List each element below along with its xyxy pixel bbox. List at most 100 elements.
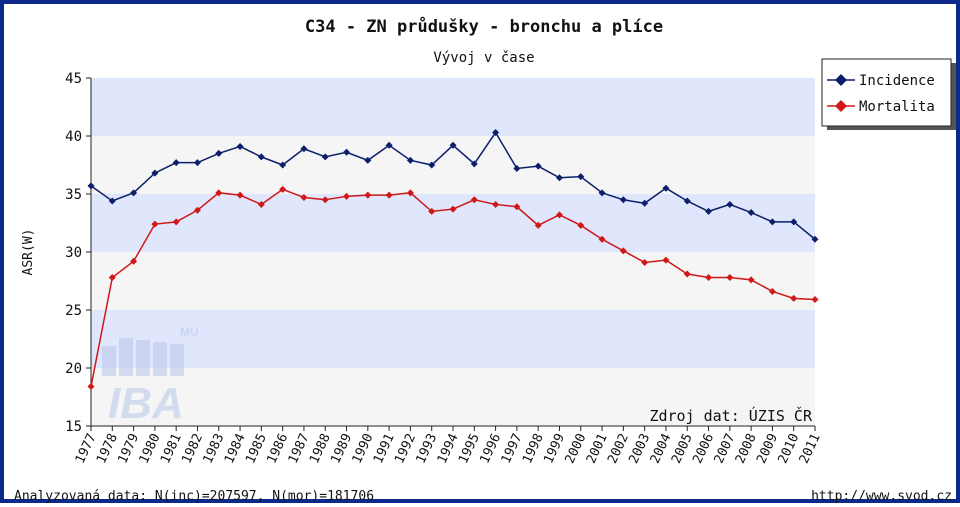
data-point-incidence (662, 184, 670, 192)
plot-background-bands (91, 78, 815, 426)
data-point-incidence (108, 197, 116, 205)
data-point-mortalita (683, 270, 691, 278)
data-point-mortalita (172, 218, 180, 226)
legend-mortalita-marker (835, 100, 847, 112)
legend-incidence-label: Incidence (859, 73, 935, 89)
chart-title: C34 - ZN průdušky - bronchu a plíce (305, 15, 663, 37)
data-point-incidence (236, 142, 244, 150)
data-point-incidence (534, 162, 542, 170)
series-layer (87, 129, 819, 391)
source-note: Zdroj dat: ÚZIS ČR (649, 406, 813, 425)
legend-box (821, 58, 952, 127)
data-point-incidence (172, 159, 180, 167)
data-point-incidence (790, 218, 798, 226)
data-point-mortalita (87, 383, 95, 391)
data-point-incidence (449, 141, 457, 149)
data-point-mortalita (385, 191, 393, 199)
data-point-incidence (726, 200, 734, 208)
data-point-mortalita (279, 185, 287, 193)
data-point-mortalita (726, 274, 734, 282)
data-point-mortalita (300, 193, 308, 201)
chart-canvas: IBA MU 152025303540451977197819791980198… (14, 15, 956, 504)
data-point-mortalita (257, 200, 265, 208)
data-point-incidence (641, 199, 649, 207)
plot-band (91, 78, 815, 136)
data-point-mortalita (364, 191, 372, 199)
data-point-mortalita (641, 258, 649, 266)
data-point-mortalita (492, 200, 500, 208)
data-point-incidence (598, 189, 606, 197)
data-point-incidence (193, 159, 201, 167)
data-point-incidence (130, 189, 138, 197)
data-point-incidence (343, 148, 351, 156)
data-point-incidence (747, 209, 755, 217)
y-tick-label: 25 (65, 303, 82, 319)
x-tick-label: 2011 (797, 431, 824, 466)
watermark-mu-text: MU (180, 325, 199, 339)
data-point-mortalita (555, 211, 563, 219)
y-tick-label: 35 (65, 187, 82, 203)
plot-band (91, 310, 815, 368)
y-tick-label: 30 (65, 245, 82, 261)
data-point-mortalita (236, 191, 244, 199)
data-point-incidence (321, 153, 329, 161)
data-point-mortalita (343, 192, 351, 200)
y-tick-label: 15 (65, 419, 82, 435)
legend-incidence-marker (835, 74, 847, 86)
data-point-incidence (768, 218, 776, 226)
data-point-mortalita (513, 203, 521, 211)
footer-analyzed-data: Analyzovaná data: N(inc)=207597, N(mor)=… (14, 489, 374, 504)
data-point-incidence (257, 153, 265, 161)
data-point-incidence (385, 141, 393, 149)
data-point-mortalita (811, 296, 819, 304)
data-point-incidence (492, 129, 500, 137)
plot-band (91, 252, 815, 310)
data-point-incidence (364, 156, 372, 164)
data-point-mortalita (406, 189, 414, 197)
data-point-incidence (279, 161, 287, 169)
data-point-incidence (470, 160, 478, 168)
data-point-incidence (577, 173, 585, 181)
data-point-mortalita (534, 221, 542, 229)
y-tick-label: 20 (65, 361, 82, 377)
data-point-incidence (513, 164, 521, 172)
data-point-incidence (428, 161, 436, 169)
legend: Incidence Mortalita (821, 58, 956, 130)
data-point-mortalita (470, 196, 478, 204)
data-point-mortalita (193, 206, 201, 214)
data-point-incidence (300, 145, 308, 153)
data-point-mortalita (321, 196, 329, 204)
plot-band (91, 194, 815, 252)
plot-band (91, 368, 815, 426)
y-tick-label: 45 (65, 71, 82, 87)
data-point-mortalita (130, 257, 138, 265)
data-point-incidence (151, 169, 159, 177)
data-point-mortalita (747, 276, 755, 284)
data-point-incidence (406, 156, 414, 164)
data-point-incidence (705, 207, 713, 215)
data-point-incidence (683, 197, 691, 205)
y-tick-label: 40 (65, 129, 82, 145)
data-point-mortalita (619, 247, 627, 255)
data-point-incidence (619, 196, 627, 204)
data-point-mortalita (598, 235, 606, 243)
chart-subtitle: Vývoj v čase (433, 50, 534, 66)
data-point-mortalita (428, 207, 436, 215)
data-point-incidence (811, 235, 819, 243)
data-point-mortalita (790, 294, 798, 302)
data-point-mortalita (108, 274, 116, 282)
data-point-mortalita (768, 287, 776, 295)
watermark-iba-text: IBA (108, 379, 184, 428)
data-point-mortalita (577, 221, 585, 229)
footer-url[interactable]: http://www.svod.cz (811, 489, 952, 504)
data-point-mortalita (215, 189, 223, 197)
legend-mortalita-label: Mortalita (859, 99, 935, 115)
data-point-mortalita (449, 205, 457, 213)
data-point-mortalita (151, 220, 159, 228)
data-point-incidence (215, 149, 223, 157)
data-point-mortalita (662, 256, 670, 264)
data-point-mortalita (705, 274, 713, 282)
y-axis-label: ASR(W) (21, 229, 36, 276)
data-point-incidence (87, 182, 95, 190)
